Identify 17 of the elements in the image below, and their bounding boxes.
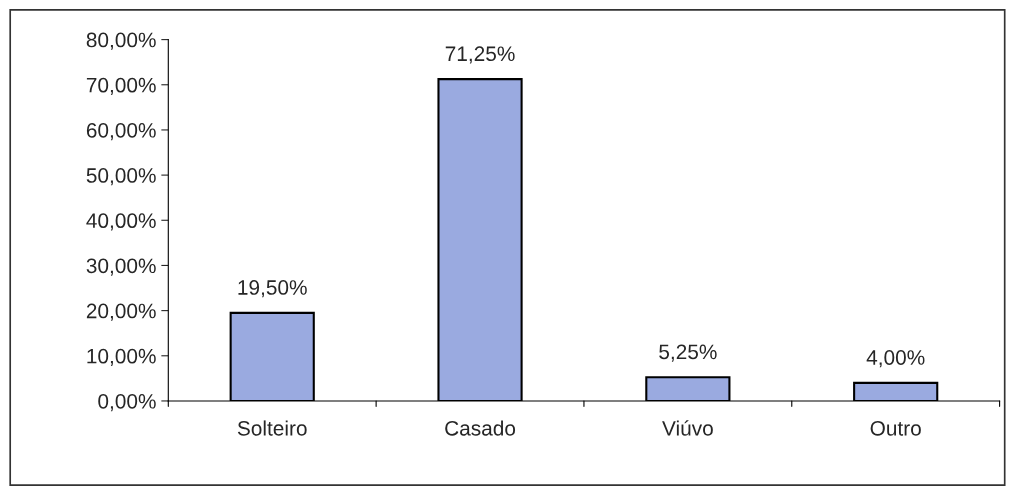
y-tick-label: 10,00% [87, 348, 156, 366]
x-tick-label: Viúvo [662, 420, 713, 436]
y-tick-label: 40,00% [86, 213, 156, 231]
y-tick-label: 50,00% [86, 168, 156, 186]
data-label: 71,25% [445, 46, 515, 64]
y-tick-label: 80,00% [86, 32, 156, 50]
x-tick-label: Outro [870, 420, 921, 436]
data-label: 4,00% [866, 350, 925, 368]
y-tick-label: 20,00% [86, 303, 156, 321]
data-label: 19,50% [238, 280, 307, 298]
y-tick-label: 60,00% [86, 122, 156, 141]
y-tick-label: 70,00% [86, 77, 156, 95]
x-tick-label: Casado [445, 420, 516, 436]
x-tick-label: Solteiro [237, 420, 307, 436]
y-tick-label: 0,00% [98, 393, 156, 412]
data-label: 5,25% [659, 344, 717, 362]
y-tick-label: 30,00% [86, 258, 156, 276]
